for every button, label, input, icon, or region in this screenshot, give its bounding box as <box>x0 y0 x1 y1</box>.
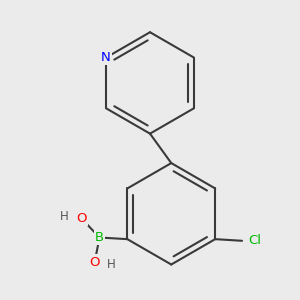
Text: B: B <box>95 231 104 244</box>
Text: H: H <box>60 210 69 224</box>
Text: N: N <box>101 51 111 64</box>
Text: O: O <box>76 212 87 225</box>
Text: O: O <box>89 256 100 268</box>
Text: H: H <box>107 258 116 271</box>
Text: Cl: Cl <box>249 234 262 247</box>
